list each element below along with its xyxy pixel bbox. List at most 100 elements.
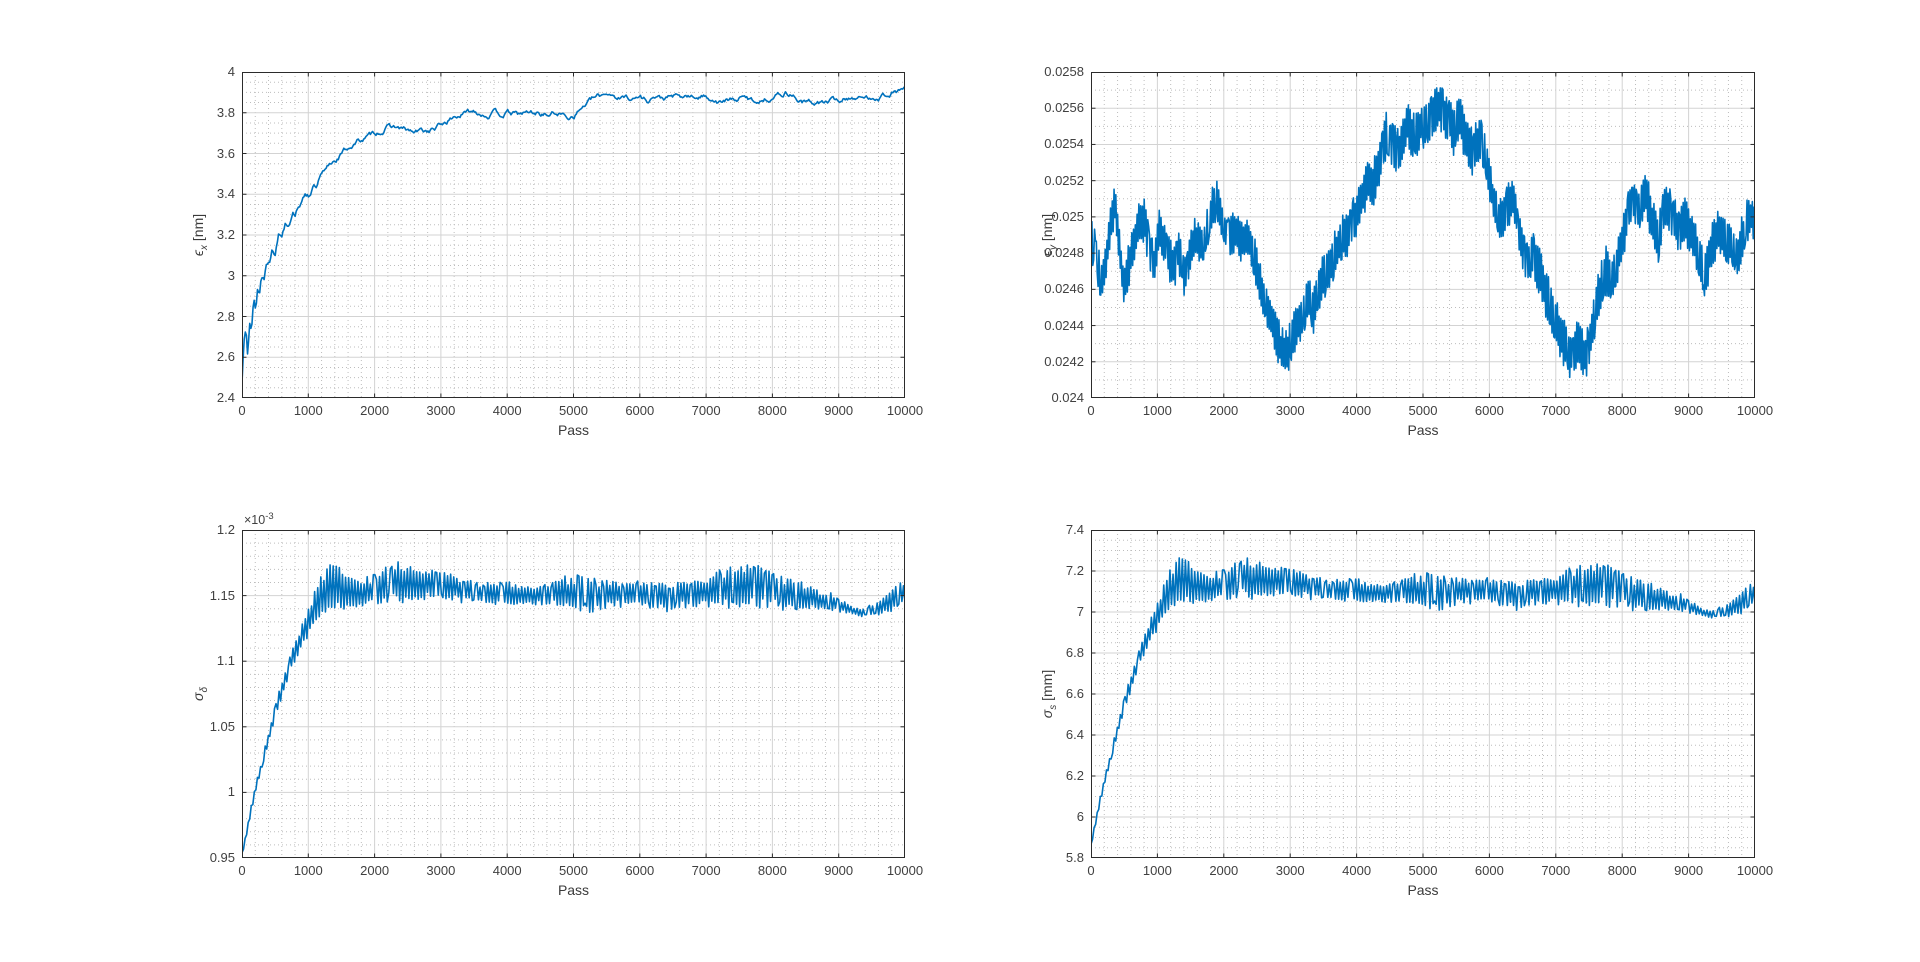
y-tick-label: 4 [227,64,235,79]
series-line [242,85,905,384]
x-tick-label: 5000 [1408,403,1438,418]
x-tick-label: 1000 [293,403,323,418]
y-tick-label: 1.1 [216,653,235,669]
y-tick-label: 0.0256 [1044,100,1084,116]
x-tick-label: 2000 [360,863,390,878]
minor-grid [242,72,905,398]
x-tick-label: 6000 [625,403,655,418]
axis-box [242,72,905,398]
y-tick-label: 0.0254 [1044,136,1084,152]
x-tick-label: 2000 [360,403,390,418]
y-tick-label: 6.8 [1065,645,1084,660]
y-tick-label: 6.2 [1065,768,1084,783]
x-tick-label: 9000 [824,403,854,418]
y-tick-label: 0.025 [1051,208,1084,224]
x-tick-label: 0 [238,403,246,418]
x-tick-label: 10000 [886,403,924,418]
x-tick-label: 5000 [559,863,588,878]
x-tick-label: 10000 [1736,863,1774,878]
x-tick-label: 8000 [757,403,787,418]
x-tick-label: 4000 [1342,863,1372,878]
chart-energy-spread: ×10-3 σδ Pass 0 1000 2000 3000 4000 5000 6000 7… [152,500,923,920]
x-tick-label: 7000 [1541,403,1571,418]
x-tick-label: 1000 [1142,403,1172,418]
y-tick-label: 0.0252 [1044,172,1084,188]
series-line [1091,87,1755,379]
plot-canvas [242,530,905,858]
y-tick-label: 1.2 [216,522,235,537]
x-axis-label: Pass [557,422,590,438]
x-tick-label: 2000 [1209,403,1239,418]
y-tick-label: 0.0258 [1044,64,1084,79]
y-tick-label: 2.6 [216,349,235,365]
y-tick-label: 3.8 [216,104,235,120]
x-tick-label: 2000 [1209,863,1239,878]
y-tick-label: 5.8 [1065,850,1084,865]
plot-canvas [1091,72,1755,398]
x-tick-label: 0 [1087,863,1095,878]
plot-area [242,530,905,858]
x-tick-label: 10000 [1736,403,1774,418]
x-tick-label: 5000 [559,403,588,418]
y-tick-label: 3.2 [216,227,235,242]
y-tick-label: 7 [1076,604,1084,619]
x-tick-label: 9000 [824,863,854,878]
y-tick-label: 1 [227,784,235,800]
x-tick-label: 8000 [1607,403,1637,418]
y-axis-label: σδ [190,686,210,702]
x-tick-label: 0 [1087,403,1095,418]
x-tick-label: 3000 [1275,403,1305,418]
y-tick-label: 2.8 [216,308,235,324]
chart-emittance-y: ϵy [nm] Pass 0 1000 2000 3000 4000 5000 6000 70… [1001,42,1773,460]
plot-area [1091,530,1755,858]
x-tick-label: 8000 [1607,863,1637,878]
y-tick-label: 3 [227,267,235,283]
x-tick-label: 7000 [691,403,721,418]
y-tick-label: 6 [1076,809,1084,824]
y-tick-label: 0.0244 [1044,317,1084,333]
x-tick-label: 7000 [691,863,721,878]
x-tick-label: 5000 [1408,863,1438,878]
y-tick-label: 6.6 [1065,686,1084,701]
axis-box [1091,72,1755,398]
x-tick-label: 1000 [293,863,323,878]
x-tick-label: 3000 [426,403,456,418]
y-tick-label: 0.024 [1051,390,1084,405]
x-axis-label: Pass [557,882,590,898]
x-tick-label: 9000 [1674,863,1704,878]
x-axis-label: Pass [1407,422,1439,438]
x-axis-label: Pass [1407,882,1439,898]
y-tick-label: 2.4 [216,390,235,405]
y-tick-label: 3.4 [216,186,235,202]
y-tick-label: 0.0242 [1044,353,1084,369]
y-tick-label: 0.95 [209,850,235,865]
x-tick-label: 7000 [1541,863,1571,878]
series-line [1091,557,1755,845]
y-tick-label: 7.2 [1065,563,1084,578]
x-tick-label: 10000 [886,863,924,878]
chart-emittance-x: ϵx [nm] Pass 0 1000 2000 3000 4000 5000 6000 70… [152,42,923,460]
y-tick-label: 7.4 [1065,522,1084,537]
y-tick-label: 0.0246 [1044,281,1084,297]
x-tick-label: 6000 [625,863,655,878]
plot-area [242,72,905,398]
y-tick-label: 0.0248 [1044,245,1084,261]
x-tick-label: 1000 [1142,863,1172,878]
x-tick-label: 4000 [492,403,522,418]
axis-box [1091,530,1755,858]
major-grid [242,72,905,398]
y-tick-label: 6.4 [1065,727,1084,742]
x-tick-label: 9000 [1674,403,1704,418]
plot-canvas [1091,530,1755,858]
x-tick-label: 4000 [1342,403,1372,418]
x-tick-label: 6000 [1474,863,1504,878]
x-tick-label: 0 [238,863,246,878]
plot-area [1091,72,1755,398]
x-tick-label: 6000 [1474,403,1504,418]
y-tick-label: 1.15 [209,587,235,603]
x-tick-label: 3000 [426,863,456,878]
chart-bunch-length: σs [mm] Pass 0 1000 2000 3000 4000 5000 6000 70… [1001,500,1773,920]
plot-canvas [242,72,905,398]
y-tick-label: 1.05 [209,718,235,734]
